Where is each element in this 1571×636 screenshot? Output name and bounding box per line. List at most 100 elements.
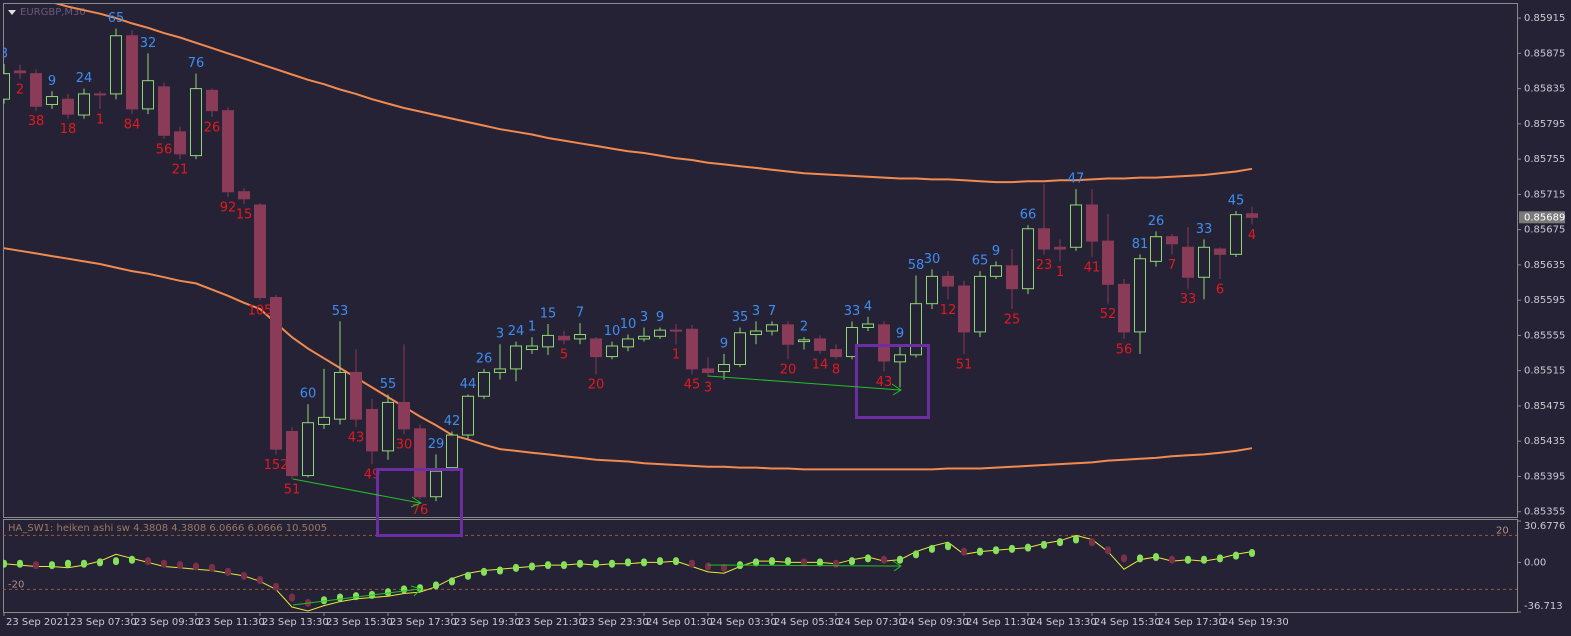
y-tick-label: 0.85715 [1524, 189, 1565, 200]
bar-label: 1 [672, 348, 680, 363]
indicator-dot [657, 557, 663, 566]
indicator-dot [593, 559, 599, 568]
indicator-dot [241, 571, 247, 580]
indicator-dot [17, 559, 23, 568]
bar-label: 10 [604, 324, 621, 339]
symbol-title: EURGBP,M30 [20, 7, 86, 18]
y-tick-label: 0.85475 [1524, 401, 1565, 412]
candle-body [382, 401, 394, 452]
x-tick-label: 23 Sep 09:30 [134, 617, 201, 628]
indicator-dot [897, 555, 903, 564]
indicator-dot [433, 581, 439, 590]
candle-body [462, 395, 474, 436]
candle-body [1070, 204, 1082, 248]
bar-label: 35 [732, 310, 749, 325]
candle-body [126, 35, 138, 110]
indicator-dot [49, 561, 55, 570]
candle-body [750, 330, 762, 336]
bar-label: 84 [124, 118, 141, 133]
bar-label: 2 [800, 320, 808, 335]
indicator-dot [753, 558, 759, 567]
indicator-dot [1137, 554, 1143, 563]
candle-body [1118, 283, 1130, 333]
indicator-dot [769, 557, 775, 566]
x-tick-label: 24 Sep 03:30 [710, 617, 777, 628]
bar-label: 20 [588, 378, 605, 393]
bar-label: 45 [1228, 194, 1245, 209]
bar-label: 33 [1180, 292, 1197, 307]
bar-label: 105 [248, 304, 273, 319]
indicator-dot [1121, 554, 1127, 563]
candle-body [942, 275, 954, 287]
indicator-dot [513, 563, 519, 572]
indicator-dot [1169, 555, 1175, 564]
y-tick-label: 0.85395 [1524, 471, 1565, 482]
bar-label: 3 [752, 304, 760, 319]
indicator-dot [641, 558, 647, 567]
x-tick-label: 24 Sep 15:30 [1094, 617, 1161, 628]
bar-label: 2 [16, 82, 24, 97]
bar-label: 56 [156, 142, 173, 157]
indicator-dot [609, 559, 615, 568]
indicator-dot [673, 557, 679, 566]
bar-label: 18 [60, 122, 77, 137]
y-tick-label: 30.6776 [1524, 521, 1565, 532]
y-tick-label: 0.85635 [1524, 260, 1565, 271]
bar-label: 26 [476, 351, 493, 366]
candle-body [350, 371, 362, 420]
indicator-dot [977, 547, 983, 556]
bar-label: 38 [28, 114, 45, 129]
indicator-title: HA_SW1: heiken ashi sw 4.3808 4.3808 6.0… [8, 523, 327, 534]
indicator-dot [913, 550, 919, 559]
indicator-dot [625, 558, 631, 567]
indicator-dot [449, 577, 455, 586]
candle-body [958, 285, 970, 333]
candle-body [782, 324, 794, 345]
candle-body [878, 324, 890, 362]
bar-label: 14 [812, 357, 829, 372]
candle-body [1230, 214, 1242, 255]
indicator-dot [785, 557, 791, 566]
indicator-dot [417, 584, 423, 593]
candle-body [990, 265, 1002, 277]
candle-body [718, 364, 730, 373]
candle-body [1022, 228, 1034, 290]
bar-label: 9 [896, 327, 904, 342]
divergence-arrow [410, 496, 423, 508]
y-tick-label: 0.85835 [1524, 84, 1565, 95]
bar-label: 9 [720, 336, 728, 351]
bar-label: 3 [704, 380, 712, 395]
bar-label: 15 [540, 306, 557, 321]
indicator-dot [289, 593, 295, 602]
indicator-dot [161, 559, 167, 568]
indicator-dot [1057, 538, 1063, 547]
candle-body [206, 89, 218, 112]
candle-body [190, 88, 202, 157]
y-tick-label: 0.85555 [1524, 330, 1565, 341]
x-tick-label: 23 Sep 23:30 [582, 617, 649, 628]
y-tick-label: 0.85675 [1524, 225, 1565, 236]
candle-body [254, 204, 266, 299]
candle-body [14, 70, 26, 74]
bar-label: 60 [300, 387, 317, 402]
menu-triangle[interactable] [8, 10, 16, 15]
last-price-label: 0.85689 [1524, 212, 1565, 223]
y-tick-label: 0.85355 [1524, 507, 1565, 518]
indicator-dot [881, 555, 887, 564]
candle-body [766, 324, 778, 332]
indicator-dot [689, 559, 695, 568]
indicator-dot [577, 559, 583, 568]
candle-body [30, 73, 42, 107]
candle-body [46, 96, 58, 105]
last-price-box [1519, 211, 1565, 224]
indicator-dot [497, 566, 503, 575]
bar-label: 12 [940, 303, 957, 318]
candle-body [1086, 204, 1098, 242]
candle-body [686, 328, 698, 370]
candle-body [334, 371, 346, 420]
candle-body [798, 339, 810, 343]
indicator-dot [1217, 554, 1223, 563]
bar-label: 7 [576, 306, 584, 321]
